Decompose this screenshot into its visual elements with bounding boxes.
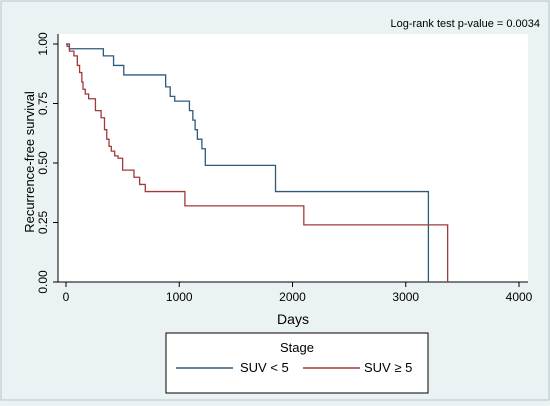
y-tick-label: 0.75	[36, 91, 50, 115]
x-tick-label: 4000	[506, 290, 533, 304]
survival-curve-suv-ge-5	[66, 43, 449, 282]
legend: Stage SUV < 5 SUV ≥ 5	[165, 332, 429, 394]
plot-area	[58, 34, 528, 282]
axes: 0 1000 2000 3000 4000 0.00 0.25 0.50 0.75 1.00	[36, 32, 533, 304]
y-axis-label: Recurrence-free survival	[22, 91, 37, 233]
series-layer	[66, 43, 449, 282]
x-tick-label: 2000	[279, 290, 306, 304]
pvalue-annotation: Log-rank test p-value = 0.0034	[390, 18, 540, 30]
legend-title: Stage	[280, 340, 314, 355]
x-tick-label: 3000	[392, 290, 419, 304]
legend-label: SUV ≥ 5	[364, 360, 412, 375]
x-axis-label: Days	[277, 311, 309, 327]
x-tick-label: 0	[63, 290, 70, 304]
legend-box	[165, 332, 429, 394]
survival-curve-suv-lt-5	[66, 43, 430, 282]
y-tick-label: 0.50	[36, 151, 50, 175]
legend-items: SUV < 5 SUV ≥ 5	[176, 360, 412, 375]
y-tick-label: 0.00	[36, 270, 50, 294]
x-tick-label: 1000	[166, 290, 193, 304]
legend-label: SUV < 5	[240, 360, 289, 375]
y-tick-label: 1.00	[36, 32, 50, 56]
y-tick-label: 0.25	[36, 210, 50, 234]
